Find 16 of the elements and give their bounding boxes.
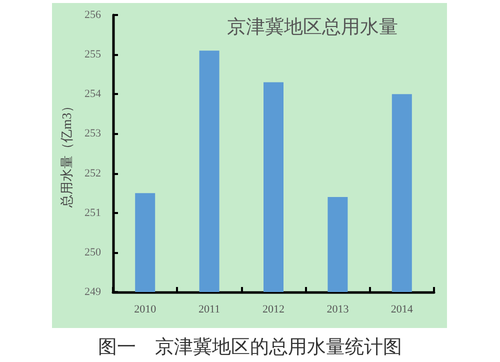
- y-tick-label: 252: [84, 167, 101, 180]
- y-tick-label: 253: [84, 128, 102, 140]
- x-tick-label: 2014: [390, 304, 414, 316]
- y-tick-label: 249: [84, 286, 102, 298]
- y-tick-label: 255: [84, 48, 102, 61]
- x-tick-label: 2010: [134, 304, 157, 316]
- x-tick-label: 2012: [262, 304, 284, 316]
- y-tick-label: 251: [84, 206, 101, 219]
- y-axis-title: 总用水量（亿m3）: [59, 100, 74, 208]
- x-tick-label: 2011: [198, 304, 220, 316]
- chart-title: 京津冀地区总用水量: [227, 16, 398, 38]
- x-tick-label: 2013: [326, 304, 350, 316]
- y-tick-label: 254: [84, 88, 102, 100]
- text: 图一 京津冀地区的总用水量统计图: [97, 336, 403, 360]
- y-tick-label: 256: [84, 9, 102, 21]
- y-tick-label: 250: [84, 246, 102, 258]
